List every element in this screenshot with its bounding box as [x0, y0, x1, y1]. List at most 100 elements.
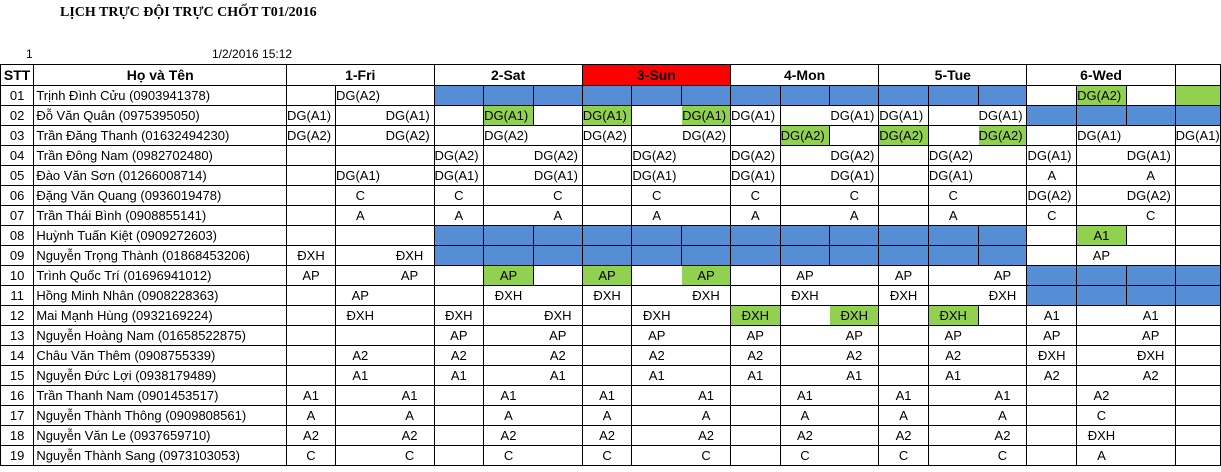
- shift-cell[interactable]: [1125, 405, 1176, 426]
- row-stt[interactable]: 06: [0, 185, 35, 206]
- shift-cell[interactable]: A: [433, 205, 485, 226]
- shift-cell[interactable]: ĐXH: [532, 305, 583, 326]
- shift-cell[interactable]: [829, 445, 880, 466]
- shift-cell[interactable]: [977, 245, 1028, 266]
- shift-cell[interactable]: [483, 225, 534, 246]
- shift-cell[interactable]: [1026, 245, 1078, 266]
- shift-cell[interactable]: [581, 145, 633, 166]
- shift-cell[interactable]: [878, 85, 929, 106]
- row-name[interactable]: Đỗ Văn Quân (0975395050): [33, 105, 288, 126]
- shift-cell[interactable]: [829, 85, 880, 106]
- shift-cell[interactable]: [433, 105, 485, 126]
- shift-cell[interactable]: [433, 425, 485, 446]
- shift-cell[interactable]: A2: [878, 425, 929, 446]
- shift-cell[interactable]: [581, 245, 633, 266]
- shift-cell[interactable]: A2: [1026, 365, 1078, 386]
- shift-cell[interactable]: [532, 405, 583, 426]
- shift-cell[interactable]: DG(A2): [829, 145, 880, 166]
- shift-cell[interactable]: A: [532, 205, 583, 226]
- shift-cell[interactable]: A: [1076, 445, 1127, 466]
- day-header-3-sun[interactable]: 3-Sun: [581, 64, 731, 86]
- shift-cell[interactable]: A: [780, 405, 830, 426]
- shift-cell[interactable]: C: [1026, 205, 1078, 226]
- shift-cell[interactable]: [433, 225, 485, 246]
- shift-cell[interactable]: [1125, 105, 1176, 126]
- row-stt[interactable]: 05: [0, 165, 35, 186]
- shift-cell[interactable]: ĐXH: [433, 305, 485, 326]
- shift-cell[interactable]: [631, 285, 682, 306]
- shift-cell[interactable]: A2: [977, 425, 1028, 446]
- shift-cell[interactable]: [729, 285, 781, 306]
- shift-cell[interactable]: [681, 305, 731, 326]
- shift-cell[interactable]: [483, 245, 534, 266]
- shift-cell[interactable]: [878, 165, 929, 186]
- shift-cell[interactable]: [1026, 385, 1078, 406]
- shift-cell[interactable]: A2: [928, 345, 979, 366]
- shift-cell[interactable]: [335, 125, 386, 146]
- shift-cell[interactable]: A1: [1125, 305, 1176, 326]
- shift-cell[interactable]: [286, 145, 336, 166]
- shift-cell[interactable]: A: [977, 405, 1028, 426]
- shift-cell[interactable]: [1125, 385, 1176, 406]
- shift-cell[interactable]: [1076, 165, 1127, 186]
- shift-cell[interactable]: [483, 305, 534, 326]
- shift-cell[interactable]: [532, 125, 583, 146]
- row-name[interactable]: Trịnh Đình Cửu (0903941378): [33, 85, 288, 106]
- shift-cell[interactable]: A1: [681, 385, 731, 406]
- shift-cell[interactable]: A: [483, 405, 534, 426]
- shift-cell[interactable]: DG(A1): [729, 105, 781, 126]
- shift-cell[interactable]: A: [581, 405, 633, 426]
- shift-cell[interactable]: [977, 205, 1028, 226]
- shift-cell[interactable]: [335, 105, 386, 126]
- shift-cell[interactable]: A2: [829, 345, 880, 366]
- shift-cell[interactable]: A: [384, 405, 435, 426]
- shift-cell[interactable]: [335, 245, 386, 266]
- shift-cell[interactable]: [1076, 345, 1127, 366]
- shift-cell[interactable]: AP: [878, 265, 929, 286]
- shift-cell[interactable]: [878, 245, 929, 266]
- shift-cell[interactable]: [286, 225, 336, 246]
- shift-cell[interactable]: [433, 385, 485, 406]
- shift-cell[interactable]: DG(A1): [581, 105, 633, 126]
- shift-cell[interactable]: A2: [681, 425, 731, 446]
- shift-cell[interactable]: A1: [286, 385, 336, 406]
- shift-cell[interactable]: ĐXH: [483, 285, 534, 306]
- row-name[interactable]: Mai Mạnh Hùng (0932169224): [33, 305, 288, 326]
- row-name[interactable]: Nguyễn Đức Lợi (0938179489): [33, 365, 288, 386]
- shift-cell[interactable]: [1125, 125, 1176, 146]
- shift-cell[interactable]: A1: [729, 365, 781, 386]
- shift-cell[interactable]: [532, 225, 583, 246]
- shift-cell[interactable]: [1174, 345, 1221, 366]
- shift-cell[interactable]: [286, 185, 336, 206]
- shift-cell[interactable]: DG(A1): [286, 105, 336, 126]
- shift-cell[interactable]: [977, 345, 1028, 366]
- shift-cell[interactable]: C: [433, 185, 485, 206]
- shift-cell[interactable]: DG(A2): [928, 145, 979, 166]
- shift-cell[interactable]: [927, 225, 979, 246]
- shift-cell[interactable]: [581, 345, 633, 366]
- shift-cell[interactable]: [878, 305, 929, 326]
- row-stt[interactable]: 08: [0, 225, 35, 246]
- shift-cell[interactable]: ĐXH: [335, 305, 386, 326]
- shift-cell[interactable]: C: [780, 445, 830, 466]
- shift-cell[interactable]: [384, 225, 435, 246]
- shift-cell[interactable]: [1174, 365, 1221, 386]
- shift-cell[interactable]: DG(A1): [977, 105, 1028, 126]
- shift-cell[interactable]: [335, 225, 386, 246]
- day-header-6-wed[interactable]: 6-Wed: [1026, 64, 1176, 86]
- row-name[interactable]: Trần Thanh Nam (0901453517): [33, 385, 288, 406]
- shift-cell[interactable]: [927, 245, 979, 266]
- row-stt[interactable]: 03: [0, 125, 35, 146]
- shift-cell[interactable]: [878, 225, 929, 246]
- shift-cell[interactable]: [631, 265, 682, 286]
- shift-cell[interactable]: [1174, 405, 1221, 426]
- shift-cell[interactable]: A2: [532, 345, 583, 366]
- shift-cell[interactable]: [681, 165, 731, 186]
- shift-cell[interactable]: [286, 285, 336, 306]
- shift-cell[interactable]: [1026, 445, 1078, 466]
- shift-cell[interactable]: [631, 105, 682, 126]
- shift-cell[interactable]: [433, 125, 485, 146]
- day-header-1-fri[interactable]: 1-Fri: [286, 64, 435, 86]
- shift-cell[interactable]: [1174, 285, 1221, 306]
- shift-cell[interactable]: [780, 105, 830, 126]
